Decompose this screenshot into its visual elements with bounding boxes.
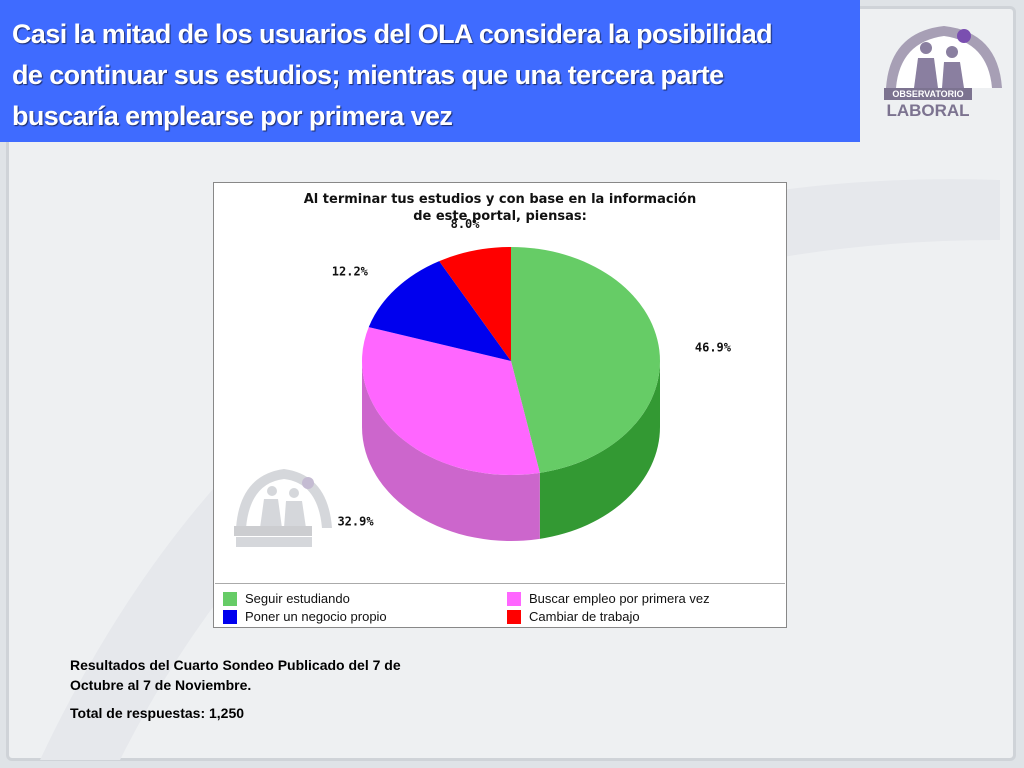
legend-label-poner-negocio: Poner un negocio propio (245, 609, 387, 624)
observatorio-laboral-logo: OBSERVATORIO LABORAL (884, 26, 1002, 120)
slide-title-line-3: buscaría emplearse por primera vez (12, 101, 453, 131)
legend-label-buscar-empleo: Buscar empleo por primera vez (529, 591, 710, 606)
pie-chart-panel: 46.9% 32.9% 12.2% 8.0% Al terminar tus estu… (213, 182, 787, 628)
pie-slice-0 (511, 247, 660, 473)
slide-title: Casi la mitad de los usuarios del OLA co… (12, 14, 846, 137)
legend-label-cambiar-trabajo: Cambiar de trabajo (529, 609, 640, 624)
legend-swatch-poner-negocio (223, 610, 237, 624)
logo-text-line-1: OBSERVATORIO (892, 89, 963, 99)
slice-value-label-3: 8.0% (451, 217, 481, 231)
survey-period-line-1: Resultados del Cuarto Sondeo Publicado d… (70, 657, 401, 673)
title-banner: Casi la mitad de los usuarios del OLA co… (0, 0, 860, 142)
pie-slice-2 (368, 261, 511, 361)
slide-title-line-2: de continuar sus estudios; mientras que … (12, 60, 724, 90)
survey-period-note: Resultados del Cuarto Sondeo Publicado d… (70, 655, 510, 695)
legend-label-seguir-estudiando: Seguir estudiando (245, 591, 350, 606)
chart-title-line-2: de este portal, piensas: (413, 209, 587, 224)
pie-side-1 (362, 361, 540, 541)
total-responses: Total de respuestas: 1,250 (70, 705, 245, 721)
legend-swatch-cambiar-trabajo (507, 610, 521, 624)
pie-slice-1 (362, 327, 540, 476)
survey-period-line-2: Octubre al 7 de Noviembre. (70, 677, 252, 693)
slice-value-label-2: 12.2% (332, 265, 369, 279)
chart-title: Al terminar tus estudios y con base en l… (214, 191, 786, 225)
chart-title-line-1: Al terminar tus estudios y con base en l… (303, 192, 697, 207)
slide-title-line-1: Casi la mitad de los usuarios del OLA co… (12, 19, 773, 49)
pie-side-0 (539, 361, 660, 539)
slice-value-label-1: 32.9% (337, 514, 374, 528)
pie-chart: 46.9% 32.9% 12.2% 8.0% (234, 217, 732, 547)
legend-swatch-buscar-empleo (507, 592, 521, 606)
pie-slice-3 (439, 247, 511, 361)
chart-legend: Seguir estudiando Buscar empleo por prim… (215, 583, 785, 625)
chart-watermark-logo (234, 469, 332, 547)
logo-text-line-2: LABORAL (886, 101, 969, 120)
slice-value-label-0: 46.9% (695, 340, 732, 354)
legend-swatch-seguir-estudiando (223, 592, 237, 606)
survey-footer: Resultados del Cuarto Sondeo Publicado d… (70, 655, 510, 723)
